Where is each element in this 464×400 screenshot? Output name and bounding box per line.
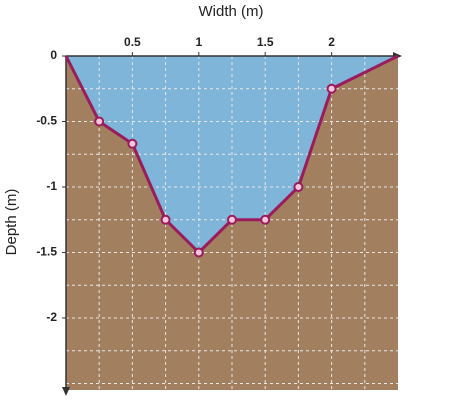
point-marker <box>260 214 271 225</box>
point-marker <box>94 116 105 127</box>
y-tick-label: -1 <box>46 179 57 193</box>
y-axis-title: Depth (m) <box>3 189 20 256</box>
point-marker <box>227 214 237 225</box>
x-tick-label: 1.5 <box>257 35 274 49</box>
x-tick-label: 0.5 <box>124 35 141 49</box>
y-tick-label: -2 <box>46 310 57 324</box>
x-tick-label: 2 <box>328 35 335 49</box>
y-tick-label: -0.5 <box>36 114 57 128</box>
point-marker <box>127 138 138 149</box>
x-axis-title: Width (m) <box>199 3 264 20</box>
x-tick-label: 1 <box>195 35 202 49</box>
point-marker <box>193 247 204 258</box>
point-marker <box>160 214 171 225</box>
point-marker <box>326 83 337 94</box>
y-tick-label: -1.5 <box>36 245 57 259</box>
y-tick-label: 0 <box>50 48 57 62</box>
y-axis-arrow <box>62 387 70 396</box>
point-marker <box>293 181 304 192</box>
profile-line <box>64 54 399 254</box>
